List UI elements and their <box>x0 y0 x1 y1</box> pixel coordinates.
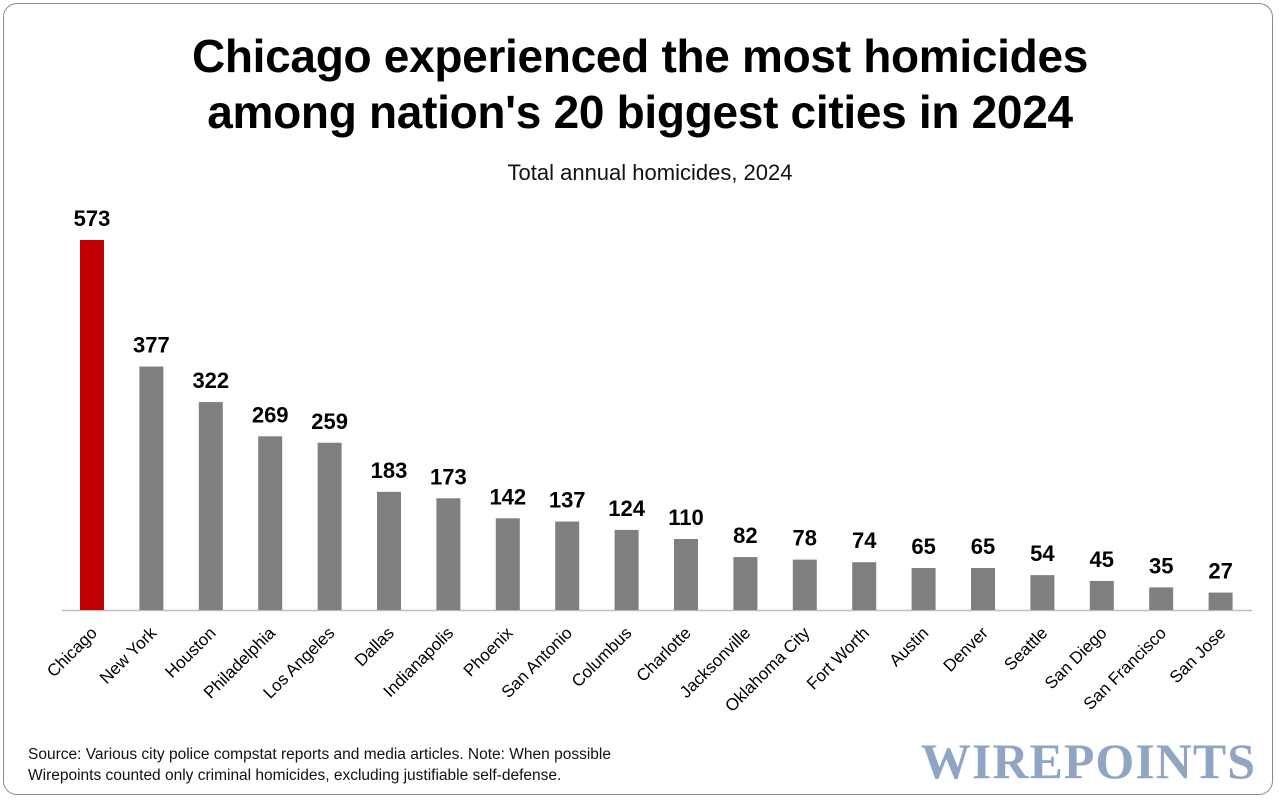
data-label: 74 <box>852 528 877 553</box>
chart-subtitle: Total annual homicides, 2024 <box>507 160 793 185</box>
bar-san-antonio <box>555 521 580 610</box>
data-label: 183 <box>371 458 408 483</box>
source-note: Source: Various city police compstat rep… <box>28 746 611 784</box>
data-label: 259 <box>311 409 348 434</box>
x-tick-label: Phoenix <box>460 623 517 680</box>
bar-oklahoma-city <box>792 559 817 610</box>
chart-title: Chicago experienced the most homicides a… <box>191 30 1089 138</box>
data-label: 45 <box>1090 547 1114 572</box>
bar-columbus <box>614 529 639 610</box>
x-tick-label: Austin <box>886 623 933 670</box>
data-label: 78 <box>793 526 817 551</box>
data-label: 124 <box>608 496 645 521</box>
bar-denver <box>971 568 995 610</box>
bar-phoenix <box>495 518 520 610</box>
data-label: 573 <box>74 206 111 231</box>
x-tick-label: Houston <box>161 623 219 681</box>
data-label: 322 <box>192 368 229 393</box>
x-tick-label: Dallas <box>351 623 398 670</box>
wirepoints-logo: WIREPOINTS <box>920 733 1256 789</box>
data-label: 35 <box>1149 553 1173 578</box>
bar-los-angeles <box>317 442 342 610</box>
x-tick-label: Seattle <box>1000 623 1051 674</box>
data-label: 65 <box>971 534 995 559</box>
bar-austin <box>911 568 936 610</box>
data-label: 142 <box>489 484 526 509</box>
data-label: 137 <box>549 488 586 513</box>
data-label: 54 <box>1030 541 1055 566</box>
bar-charlotte <box>674 538 698 610</box>
data-label: 377 <box>133 333 170 358</box>
bar-chicago <box>80 240 104 610</box>
x-tick-label: Fort Worth <box>803 623 873 693</box>
x-tick-label: Columbus <box>568 623 636 691</box>
data-label: 110 <box>668 505 704 530</box>
bar-philadelphia <box>258 436 283 610</box>
x-tick-label: Denver <box>940 623 992 675</box>
bar-seattle <box>1030 575 1055 610</box>
bar-san-jose <box>1208 592 1233 610</box>
chart-frame <box>3 3 1273 795</box>
bar-san-diego <box>1089 580 1114 610</box>
bar-fort-worth <box>852 562 877 610</box>
bar-jacksonville <box>733 557 758 610</box>
x-tick-label: New York <box>96 623 161 688</box>
bar-new-york <box>139 366 164 610</box>
data-label: 27 <box>1208 559 1232 584</box>
bar-houston <box>198 402 223 610</box>
data-label: 173 <box>430 464 467 489</box>
x-tick-label: Chicago <box>43 623 101 681</box>
bar-dallas <box>377 491 401 610</box>
x-tick-label: San Jose <box>1166 623 1230 687</box>
x-tick-label: Charlotte <box>633 623 695 685</box>
data-label: 269 <box>252 402 289 427</box>
data-label: 65 <box>911 534 935 559</box>
bar-san-francisco <box>1149 587 1174 610</box>
bar-indianapolis <box>436 498 461 610</box>
data-label: 82 <box>733 523 757 548</box>
